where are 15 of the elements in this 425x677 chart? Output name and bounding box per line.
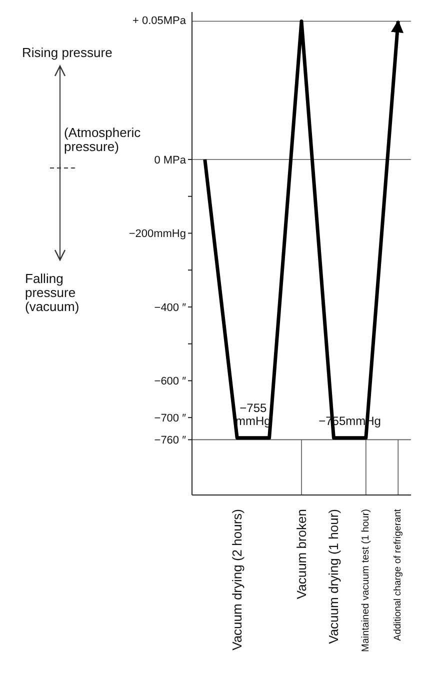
text: Rising pressure [22, 45, 114, 60]
y-tick-label: −700 ″ [154, 412, 186, 424]
y-tick-label: 0 MPa [154, 154, 187, 166]
y-tick-label: −200mmHg [128, 228, 186, 240]
x-tick-label: Vacuum broken [294, 509, 309, 600]
x-tick-label: Maintained vacuum test (1 hour) [360, 509, 372, 652]
x-tick-label: Vacuum drying (2 hours) [230, 509, 245, 650]
text: (Atmospheric pressure) [64, 125, 142, 154]
text: Falling pressure (vacuum) [25, 271, 80, 314]
y-tick-label: −400 ″ [154, 302, 186, 314]
x-tick-label: Vacuum drying (1 hour) [326, 509, 342, 644]
y-tick-label: −760 ″ [154, 434, 186, 447]
x-tick-label: Additional charge of refrigerant [392, 508, 404, 641]
ref-line-label: + 0.05MPa [132, 15, 187, 28]
y-tick-label: −600 ″ [154, 376, 186, 388]
